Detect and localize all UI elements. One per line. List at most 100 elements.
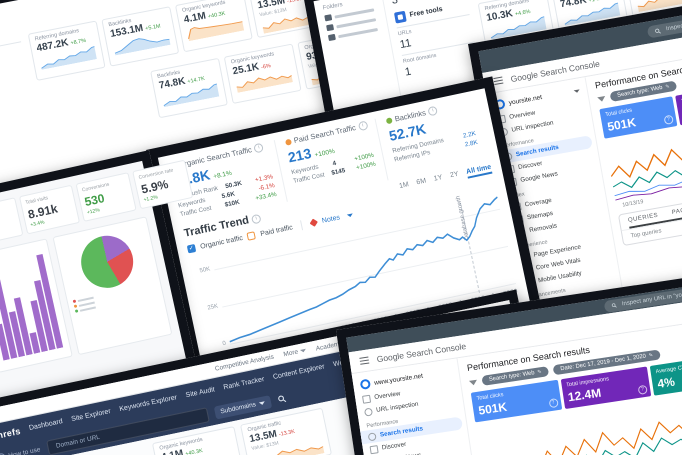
legend-text-bar bbox=[79, 305, 96, 312]
chart-icon bbox=[367, 431, 377, 441]
ahrefs-panel: Competitive Analysis More Academy Commun… bbox=[0, 289, 556, 455]
root-domains-value: 3 bbox=[0, 53, 26, 77]
nav-site-explorer[interactable]: Site Explorer bbox=[70, 408, 112, 424]
how-to-use-label: How to use bbox=[7, 446, 42, 455]
block-delta: +8.1% bbox=[212, 169, 233, 181]
pie-legend bbox=[72, 282, 158, 313]
card-label: Average CTR bbox=[655, 364, 682, 376]
ahrefs-search-row: How to use Subdomains bbox=[0, 340, 514, 455]
card-delta: +5.2% bbox=[0, 226, 17, 241]
search-console-panel-mid: Google Search Console yoursite.net Overv… bbox=[468, 0, 682, 369]
legend-dot-orange bbox=[73, 304, 78, 309]
range-6m[interactable]: 6M bbox=[415, 177, 427, 187]
pie-chart bbox=[76, 230, 139, 293]
menu-icon[interactable] bbox=[359, 359, 369, 362]
stat-value[interactable]: 2.2K bbox=[462, 130, 477, 140]
folder-icon bbox=[324, 14, 333, 22]
help-icon[interactable] bbox=[663, 114, 674, 126]
search-icon[interactable] bbox=[277, 394, 288, 405]
y-axis-tick: 25K bbox=[207, 303, 219, 312]
discover-icon bbox=[369, 444, 379, 454]
range-all-time[interactable]: All time bbox=[465, 163, 493, 179]
info-icon[interactable] bbox=[357, 120, 369, 132]
organic-traffic-checkbox[interactable] bbox=[186, 243, 197, 254]
stat-value: 4 bbox=[331, 159, 337, 168]
nav-content-explorer[interactable]: Content Explorer bbox=[272, 363, 326, 381]
root-domains-group: Root domains 3 bbox=[0, 41, 26, 78]
axis-tick: 10/13/19 bbox=[621, 198, 645, 209]
chip-label: Search type: Web bbox=[488, 370, 535, 383]
range-2y[interactable]: 2Y bbox=[449, 170, 460, 180]
notes-button[interactable]: Notes bbox=[321, 213, 341, 225]
paid-traffic-checkbox[interactable] bbox=[246, 231, 257, 241]
legend-dot-red bbox=[72, 299, 77, 304]
range-1m[interactable]: 1M bbox=[398, 181, 410, 191]
chevron-down-icon bbox=[346, 212, 353, 218]
info-icon[interactable] bbox=[250, 213, 262, 224]
how-to-use-link[interactable]: How to use bbox=[0, 445, 41, 455]
y-axis-tick: 50K bbox=[199, 266, 211, 275]
nav-more[interactable]: More bbox=[282, 347, 307, 359]
backlinks-card: Backlinks 153.1M +5.1M bbox=[101, 6, 180, 67]
stat-value: $145 bbox=[330, 167, 346, 177]
metric-delta: -6% bbox=[260, 63, 272, 71]
folder-name-bar bbox=[338, 27, 378, 38]
menu-icon[interactable] bbox=[493, 79, 503, 83]
stat-value: $10K bbox=[224, 198, 241, 209]
gsc-top-bar bbox=[346, 266, 682, 353]
free-tools-icon bbox=[393, 10, 407, 24]
search-icon bbox=[363, 407, 373, 417]
nav-rank-tracker[interactable]: Rank Tracker bbox=[222, 375, 266, 392]
nav-site-audit[interactable]: Site Audit bbox=[185, 386, 216, 400]
performance-line-chart bbox=[610, 98, 682, 201]
backlinks-card: Backlinks 74.8K+14.7K bbox=[150, 57, 228, 119]
site-summary-column: Root domains 3 bbox=[0, 35, 29, 94]
tab-pages[interactable]: PAGES bbox=[671, 206, 682, 217]
range-1y[interactable]: 1Y bbox=[433, 174, 444, 183]
conversions-card: Conversions 530 +12% bbox=[75, 172, 137, 222]
url-inspect-searchbar[interactable] bbox=[603, 268, 682, 313]
gsc-main: Performance on Search results Date: Dec … bbox=[586, 21, 682, 288]
gsc-main: Performance on Search results + NEW Sear… bbox=[458, 303, 682, 455]
edit-icon: ✎ bbox=[664, 83, 671, 91]
filter-icon[interactable] bbox=[468, 379, 478, 386]
traffic-trend-chart: 50K 25K 0 Database growth bbox=[199, 195, 516, 347]
info-icon[interactable] bbox=[253, 142, 265, 154]
performance-line-chart bbox=[483, 388, 682, 455]
legend-paid-label: Paid traffic bbox=[259, 223, 294, 238]
search-console-panel-bottom: Google Search Console www.yoursite.net O… bbox=[336, 256, 682, 455]
sidebar-item-label: Discover bbox=[381, 440, 407, 452]
bar-chart-card bbox=[0, 238, 73, 373]
nav-label: More bbox=[282, 348, 299, 359]
home-icon bbox=[361, 394, 372, 404]
block-delta: +100% bbox=[314, 147, 336, 159]
edit-icon: ✎ bbox=[648, 352, 654, 360]
site-name: yoursite.net bbox=[508, 93, 543, 107]
stat-value[interactable]: 2.8K bbox=[464, 138, 479, 149]
y-axis-tick: 0 bbox=[222, 340, 227, 348]
nav-dashboard[interactable]: Dashboard bbox=[28, 418, 64, 432]
paid-dot-icon bbox=[284, 138, 292, 146]
organic-keywords-card: Organic keywords 25.1K-6% bbox=[223, 43, 302, 104]
search-icon bbox=[655, 28, 661, 34]
filter-icon[interactable] bbox=[597, 95, 606, 102]
legend-organic-label: Organic traffic bbox=[199, 234, 244, 251]
chevron-down-icon bbox=[573, 88, 580, 93]
free-tools-label: Free tools bbox=[409, 5, 444, 19]
info-icon[interactable] bbox=[427, 105, 439, 117]
legend-dot-green bbox=[74, 309, 79, 313]
domain-overview-panel: Organic Search Traffic 41.8K +8.1% SEMru… bbox=[146, 76, 545, 397]
help-icon[interactable] bbox=[637, 384, 648, 395]
visits-card: Total visits 8.91k +3.4% bbox=[18, 184, 81, 235]
subdomains-label: Subdomains bbox=[219, 401, 257, 416]
organic-traffic-line bbox=[229, 196, 498, 343]
analytics-mini-panel: Impressions 1.2M +5.2% Total visits 8.91… bbox=[0, 150, 204, 441]
url-inspect-searchbar[interactable] bbox=[646, 0, 682, 39]
edit-icon: ✎ bbox=[537, 369, 543, 376]
block-value: 213 bbox=[286, 144, 313, 166]
ahrefs-logo[interactable]: ahrefs bbox=[0, 425, 22, 442]
search-icon bbox=[611, 302, 617, 308]
metric-delta: +40.3K bbox=[184, 448, 204, 455]
divider bbox=[300, 220, 304, 231]
pie-chart-card bbox=[52, 216, 173, 356]
